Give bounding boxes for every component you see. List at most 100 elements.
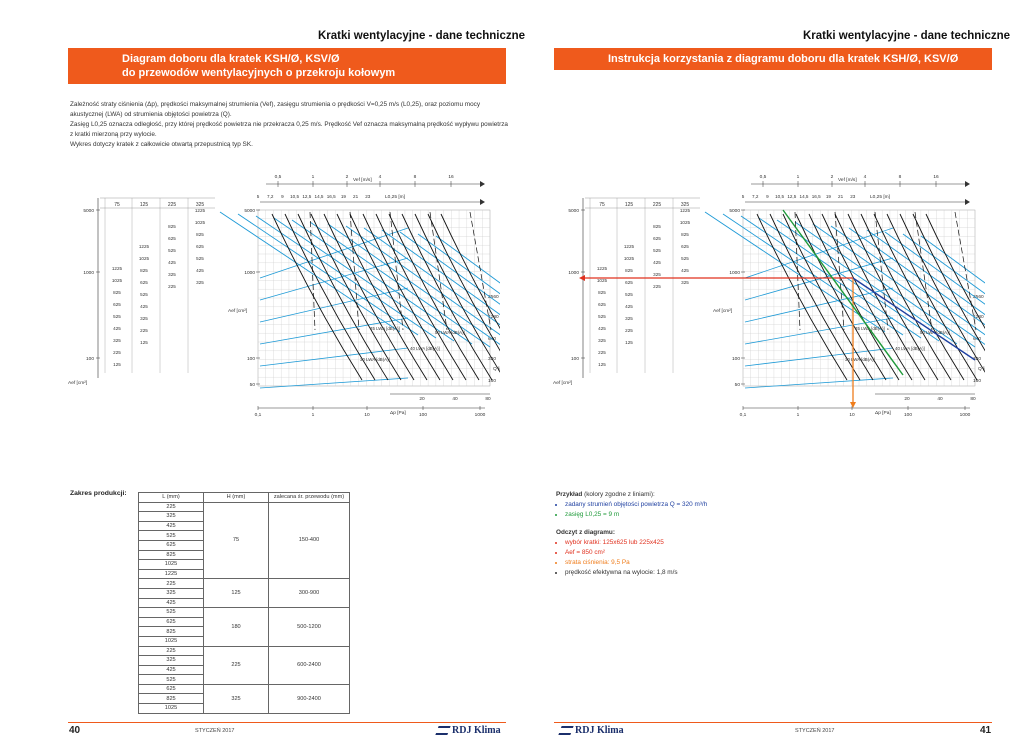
left-date: STYCZEŃ 2017	[195, 728, 235, 734]
size-cell: 1025	[112, 278, 123, 283]
blue-curve	[219, 211, 401, 333]
q-low-tick: 20	[904, 396, 910, 402]
l-tick: 16,5	[327, 194, 336, 199]
noise-label: 50 LWA [dB(A)]	[435, 330, 465, 335]
red-arrow	[579, 275, 585, 281]
cell-length: 525	[138, 674, 204, 685]
col-header-L: L (mm)	[138, 492, 204, 503]
size-cell: 625	[140, 280, 148, 285]
size-header: 125	[625, 202, 634, 208]
cell-length: 1225	[138, 568, 204, 580]
cell-height: 125	[203, 578, 269, 609]
cell-length: 1025	[138, 635, 204, 647]
orange-arrow	[850, 402, 856, 408]
black-curve	[323, 213, 415, 381]
black-curve	[349, 213, 441, 381]
vef-tick: 0,5	[760, 174, 767, 180]
readout-title: Odczyt z diagramu:	[556, 529, 615, 536]
blue-curve	[704, 211, 886, 333]
dp-tick: 1	[312, 412, 315, 418]
size-cell: 825	[196, 232, 204, 237]
black-curve	[271, 213, 363, 381]
black-curve	[297, 213, 389, 381]
aef-tick: 1000	[244, 270, 255, 276]
cell-length: 1025	[138, 559, 204, 570]
q-tick: 160	[488, 378, 496, 384]
size-cell: 625	[653, 236, 661, 241]
cell-diameter: 500-1200	[268, 607, 350, 647]
left-logo-text: RDJ Klima	[452, 725, 501, 736]
cell-length: 625	[138, 683, 204, 695]
size-cell: 425	[681, 268, 689, 273]
cell-height: 225	[203, 645, 269, 685]
black-curve	[860, 213, 952, 381]
rdj-logo-icon	[435, 726, 451, 736]
production-table: L (mm) H (mm) zalecana śr. przewodu (mm)…	[138, 492, 350, 714]
size-cell: 625	[113, 302, 121, 307]
size-cell: 825	[653, 224, 661, 229]
size-cell: 425	[113, 326, 121, 331]
vef-tick: 4	[864, 174, 867, 180]
q-tick: 2560	[973, 294, 984, 300]
col-header-diameter: zalecana śr. przewodu (mm)	[268, 492, 350, 503]
cell-height: 325	[203, 683, 269, 714]
dp-label: Δp [Pa]	[875, 410, 891, 416]
size-cell: 1025	[139, 256, 150, 261]
l-tick: 21	[838, 194, 844, 199]
l-tick: 23	[365, 194, 371, 199]
right-header-title: Kratki wentylacyjne - dane techniczne	[803, 30, 1011, 42]
size-cell: 1225	[112, 266, 123, 271]
blue-curve	[345, 225, 527, 354]
readout-item: strata ciśnienia: 9,5 Pa	[565, 558, 856, 568]
intro-line: akustycznej (LWA) od strumienia objętośc…	[70, 111, 232, 118]
size-cell: 325	[196, 280, 204, 285]
right-diagram: 75 125 225 325 1225 1025 825 625 525 425 325 225 125…	[545, 168, 1024, 428]
cell-length: 425	[138, 664, 204, 676]
intro-line: Wykres dotyczy kratek z całkowicie otwar…	[70, 141, 253, 148]
size-header: 75	[599, 202, 605, 208]
l-tick: 9	[766, 194, 769, 199]
col-header-H: H (mm)	[203, 492, 269, 503]
size-cell: 525	[113, 314, 121, 319]
size-cell: 1225	[139, 244, 150, 249]
blue-curve	[255, 215, 437, 339]
cell-diameter: 150-400	[268, 501, 350, 580]
size-cell: 625	[598, 302, 606, 307]
aef-axis-label: Aef [cm²]	[713, 308, 732, 314]
blue-curve	[273, 217, 455, 342]
vef-tick: 8	[414, 174, 417, 180]
right-date: STYCZEŃ 2017	[795, 728, 835, 734]
vef-tick: 1	[797, 174, 800, 180]
l-tick: 5	[742, 194, 745, 199]
cell-height: 75	[203, 501, 269, 580]
size-cell: 125	[625, 340, 633, 345]
vef-tick: 2	[346, 174, 349, 180]
aef-tick: 1000	[83, 270, 94, 276]
size-cell: 425	[625, 304, 633, 309]
size-cell: 425	[168, 260, 176, 265]
dp-tick: 10	[849, 412, 855, 418]
blue-curve	[744, 257, 894, 301]
size-cell: 325	[681, 280, 689, 285]
size-cell: 125	[140, 340, 148, 345]
blue-curve	[259, 227, 409, 279]
navy-line	[852, 277, 976, 361]
black-curve	[284, 213, 376, 381]
dashed-curve	[954, 211, 977, 331]
l-tick: 9	[281, 194, 284, 199]
size-cell: 225	[140, 328, 148, 333]
example-block: Przykład (kolory zgodne z liniami): zada…	[556, 490, 856, 578]
size-cell: 1225	[597, 266, 608, 271]
size-cell: 125	[113, 362, 121, 367]
size-cell: 225	[168, 284, 176, 289]
blue-curve	[884, 231, 1024, 333]
black-curve	[310, 213, 402, 381]
l-tick: 21	[353, 194, 359, 199]
size-cell: 225	[113, 350, 121, 355]
noise-label: 30 LWA [dB(A)]	[845, 357, 875, 362]
cell-length: 825	[138, 693, 204, 705]
size-header: 225	[168, 202, 177, 208]
intro-line: Zasięg L0,25 oznacza odległość, przy któ…	[70, 121, 508, 128]
size-cell: 625	[625, 280, 633, 285]
example-note: (kolory zgodne z liniami):	[584, 491, 655, 498]
